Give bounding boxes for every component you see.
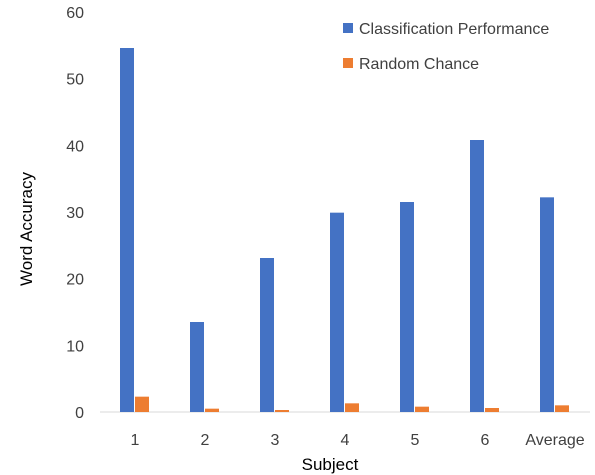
legend: Classification Performance Random Chance [343,21,549,73]
x-tick-label: 6 [481,432,490,449]
y-tick-label: 50 [66,72,84,89]
bar-classification-3 [260,258,274,412]
x-tick-label: 2 [201,432,210,449]
bar-random-chance-4 [345,403,359,412]
legend-swatch-random [343,58,353,68]
bar-classification-6 [470,140,484,412]
bar-classification-2 [190,322,204,412]
y-tick-label: 20 [66,272,84,289]
legend-label-random: Random Chance [359,56,479,73]
y-tick-label: 30 [66,205,84,222]
bar-classification-7 [540,197,554,412]
y-tick-label: 0 [75,405,84,422]
bars [120,48,569,412]
x-tick-label: 3 [271,432,280,449]
bar-random-chance-3 [275,410,289,412]
bar-classification-1 [120,48,134,412]
bar-random-chance-6 [485,408,499,412]
x-tick-label: 5 [411,432,420,449]
legend-swatch-classification [343,23,353,33]
y-tick-label: 10 [66,338,84,355]
y-tick-label: 60 [66,5,84,22]
x-axis-ticks: 1 2 3 4 5 6 Average [131,432,585,449]
y-axis-ticks: 0 10 20 30 40 50 60 [66,5,84,422]
bar-random-chance-2 [205,408,219,412]
legend-label-classification: Classification Performance [359,21,549,38]
bar-random-chance-7 [555,405,569,412]
x-tick-label: 1 [131,432,140,449]
bar-random-chance-5 [415,406,429,412]
y-axis-title: Word Accuracy [17,172,36,287]
x-axis-title: Subject [302,455,359,474]
x-tick-label: 4 [341,432,350,449]
bar-classification-4 [330,212,344,412]
y-tick-label: 40 [66,138,84,155]
bar-classification-5 [400,202,414,412]
x-tick-label: Average [525,432,584,449]
bar-random-chance-1 [135,396,149,412]
